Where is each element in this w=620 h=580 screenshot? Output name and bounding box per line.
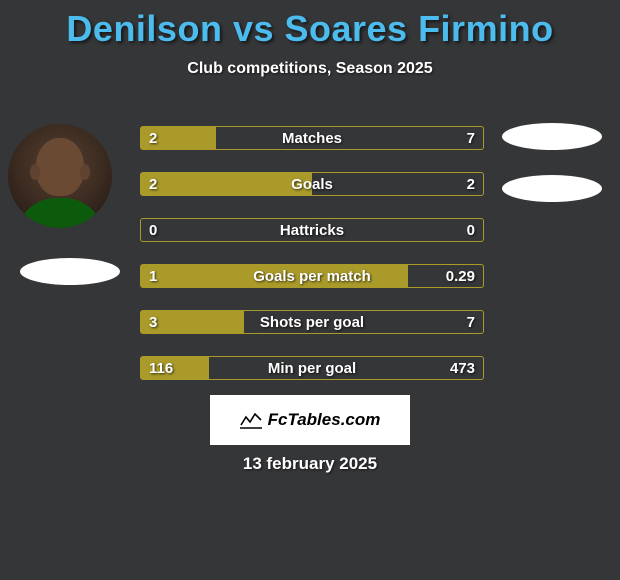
stat-value-right: 2 — [467, 173, 475, 197]
comparison-subtitle: Club competitions, Season 2025 — [0, 60, 620, 78]
stat-label: Goals — [141, 173, 483, 195]
player-right-badge — [502, 175, 602, 202]
stat-value-right: 473 — [450, 357, 475, 381]
stat-value-right: 7 — [467, 127, 475, 151]
stat-label: Hattricks — [141, 219, 483, 241]
footer-brand: FcTables.com — [210, 395, 410, 445]
stat-label: Goals per match — [141, 265, 483, 287]
stat-row: 2Matches7 — [140, 126, 484, 150]
player-left-badge — [20, 258, 120, 285]
stat-row: 116Min per goal473 — [140, 356, 484, 380]
stat-value-right: 0 — [467, 219, 475, 243]
stat-row: 1Goals per match0.29 — [140, 264, 484, 288]
player-right-avatar — [502, 123, 602, 150]
stat-label: Matches — [141, 127, 483, 149]
stat-label: Min per goal — [141, 357, 483, 379]
stat-row: 3Shots per goal7 — [140, 310, 484, 334]
player-left-avatar — [8, 124, 112, 228]
footer-date: 13 february 2025 — [0, 454, 620, 474]
footer-brand-text: FcTables.com — [268, 410, 381, 430]
comparison-title: Denilson vs Soares Firmino — [0, 0, 620, 50]
stat-value-right: 0.29 — [446, 265, 475, 289]
stat-row: 2Goals2 — [140, 172, 484, 196]
stat-row: 0Hattricks0 — [140, 218, 484, 242]
brand-icon — [240, 411, 262, 429]
stat-label: Shots per goal — [141, 311, 483, 333]
stat-value-right: 7 — [467, 311, 475, 335]
stats-container: 2Matches72Goals20Hattricks01Goals per ma… — [140, 126, 484, 402]
